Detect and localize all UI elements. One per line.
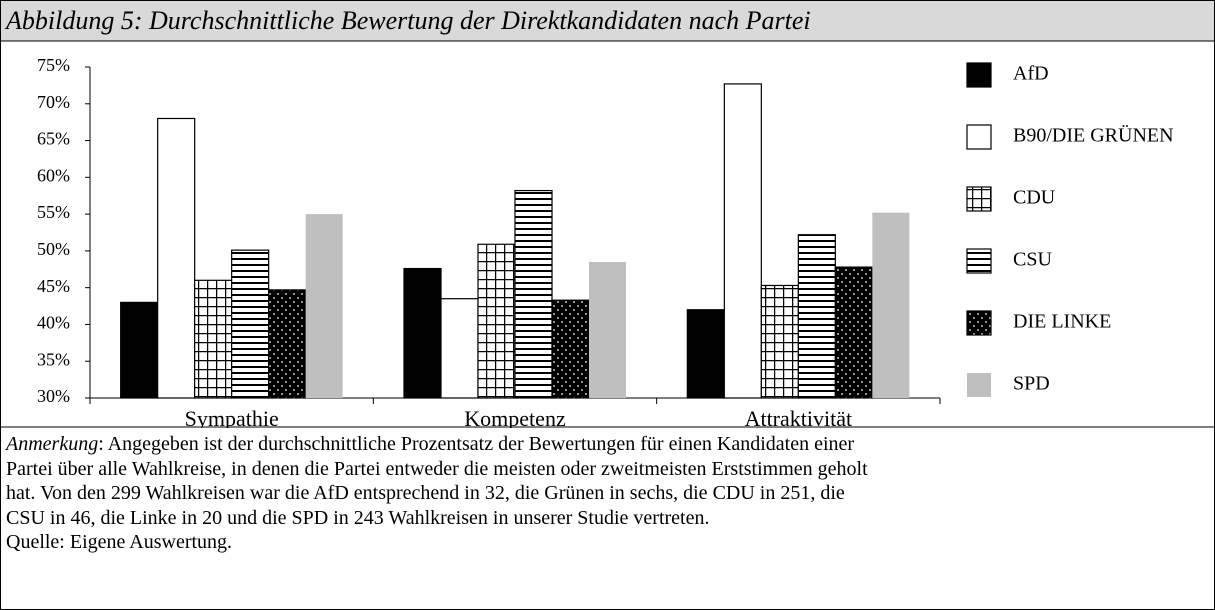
y-tick-label: 45%	[37, 276, 70, 296]
bar	[551, 299, 590, 399]
bar	[268, 289, 307, 399]
x-tick-label: Attraktivität	[745, 406, 853, 428]
legend-label: B90/DIE GRÜNEN	[1013, 124, 1174, 147]
bar	[760, 284, 799, 399]
bar	[686, 309, 725, 399]
legend-label: DIE LINKE	[1013, 311, 1111, 333]
y-tick-label: 40%	[37, 313, 70, 333]
note-text: hat. Von den 299 Wahlkreisen war die AfD…	[6, 482, 845, 504]
bar	[194, 279, 233, 399]
legend-label: SPD	[1013, 373, 1050, 395]
bar	[157, 117, 196, 399]
y-tick-label: 70%	[37, 92, 70, 112]
note-line: hat. Von den 299 Wahlkreisen war die AfD…	[6, 481, 1206, 506]
legend-label: CSU	[1013, 249, 1052, 271]
note-line: CSU in 46, die Linke in 20 und die SPD i…	[6, 506, 1206, 531]
y-tick-label: 65%	[37, 129, 70, 149]
note: Anmerkung: Angegeben ist der durchschnit…	[6, 432, 1206, 555]
legend-label: AfD	[1013, 63, 1049, 85]
note-line: Partei über alle Wahlkreise, in denen di…	[6, 457, 1206, 482]
legend-label: CDU	[1013, 187, 1056, 209]
bar	[477, 243, 516, 399]
note-text: CSU in 46, die Linke in 20 und die SPD i…	[6, 506, 710, 529]
y-tick-label: 50%	[37, 239, 70, 259]
note-text: Partei über alle Wahlkreise, in denen di…	[6, 457, 868, 480]
bar	[305, 214, 343, 398]
bar	[514, 189, 553, 399]
y-tick-label: 30%	[37, 386, 70, 406]
bar	[797, 234, 836, 399]
source: Quelle: Eigene Auswertung.	[6, 531, 233, 553]
bar	[120, 301, 159, 399]
bar	[723, 83, 762, 399]
legend-swatch	[966, 62, 992, 88]
y-tick-label: 55%	[37, 202, 70, 222]
bar	[403, 267, 442, 399]
chart-title: Abbildung 5: Durchschnittliche Bewertung…	[4, 6, 811, 35]
y-tick-label: 60%	[37, 165, 70, 185]
bar	[872, 212, 910, 398]
y-tick-label: 75%	[37, 55, 70, 75]
legend-swatch	[966, 186, 992, 212]
note-text: : Angegeben ist der durchschnittliche Pr…	[98, 433, 855, 455]
legend-swatch	[966, 248, 992, 274]
bar	[231, 249, 270, 399]
note-line: Anmerkung: Angegeben ist der durchschnit…	[6, 432, 1206, 457]
chart: Abbildung 5: Durchschnittliche Bewertung…	[1, 1, 1214, 428]
legend-swatch	[966, 310, 992, 336]
legend-swatch	[967, 373, 991, 397]
legend-swatch	[966, 124, 992, 150]
y-tick-label: 35%	[37, 349, 70, 369]
bar	[834, 266, 873, 399]
title-bar	[1, 1, 1214, 41]
note-label: Anmerkung	[6, 433, 99, 455]
x-tick-label: Kompetenz	[464, 406, 566, 428]
bar	[440, 298, 479, 399]
x-tick-label: Sympathie	[185, 406, 279, 428]
bar	[589, 261, 626, 398]
